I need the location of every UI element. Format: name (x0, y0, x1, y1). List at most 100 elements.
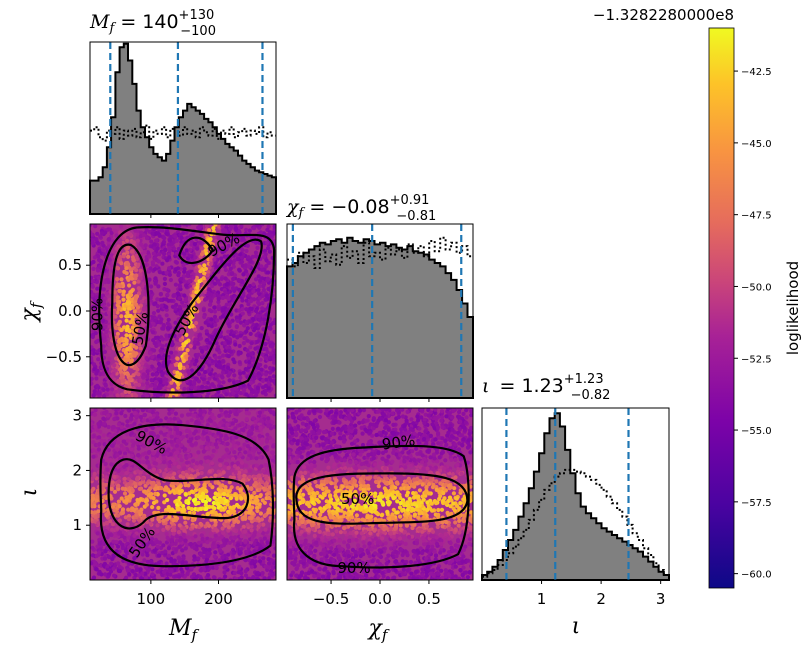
scatter-point (270, 458, 275, 463)
scatter-point (164, 439, 169, 444)
scatter-point (130, 506, 135, 511)
scatter-point (132, 533, 137, 539)
scatter-point (174, 302, 179, 307)
scatter-point (112, 508, 117, 513)
scatter-point (152, 510, 157, 515)
scatter-point (126, 306, 131, 311)
scatter-point (132, 280, 137, 285)
scatter-point (204, 489, 209, 494)
scatter-point (155, 569, 160, 574)
scatter-point (191, 458, 196, 463)
scatter-point (138, 567, 143, 572)
scatter-point (219, 507, 224, 512)
scatter-point (163, 247, 168, 252)
scatter-point (171, 293, 176, 298)
scatter-point (184, 499, 189, 504)
scatter-point (224, 410, 229, 415)
scatter-point (128, 354, 133, 359)
scatter-point (262, 536, 267, 541)
scatter-point (143, 299, 148, 304)
scatter-point (255, 508, 260, 513)
scatter-point (212, 257, 217, 262)
scatter-point (233, 226, 238, 231)
scatter-point (206, 391, 211, 396)
scatter-point (90, 241, 95, 246)
scatter-point (138, 366, 143, 371)
scatter-point (151, 496, 156, 501)
scatter-point (199, 522, 204, 527)
scatter-point (164, 336, 169, 341)
scatter-point (190, 518, 195, 523)
scatter-point (173, 350, 178, 355)
scatter-point (150, 505, 155, 510)
scatter-point (150, 231, 155, 236)
scatter-point (220, 224, 225, 229)
scatter-point (151, 251, 156, 256)
scatter-point (222, 465, 227, 470)
scatter-point (155, 529, 160, 534)
scatter-point (185, 316, 190, 321)
scatter-point (106, 360, 111, 365)
scatter-point (102, 306, 107, 311)
scatter-point (204, 338, 210, 343)
scatter-point (273, 393, 276, 398)
scatter-point (166, 298, 171, 303)
scatter-point (173, 267, 178, 272)
scatter-point (112, 228, 117, 233)
scatter-point (211, 541, 216, 546)
scatter-point (150, 372, 155, 377)
scatter-point (193, 386, 198, 391)
scatter-point (217, 355, 222, 360)
scatter-point (253, 480, 258, 486)
scatter-point (240, 311, 245, 316)
scatter-point (179, 235, 184, 240)
scatter-point (130, 569, 135, 574)
scatter-point (119, 314, 124, 319)
scatter-point (184, 283, 189, 288)
scatter-point (224, 224, 229, 227)
scatter-point (232, 450, 237, 455)
scatter-point (140, 382, 145, 387)
scatter-point (112, 474, 117, 479)
scatter-point (226, 329, 231, 334)
scatter-point (196, 450, 201, 455)
scatter-point (263, 462, 268, 467)
scatter-point (207, 431, 212, 436)
scatter-point (200, 419, 205, 424)
scatter-point (124, 339, 129, 344)
scatter-point (144, 455, 149, 460)
scatter-point (90, 316, 94, 321)
scatter-point (238, 487, 243, 493)
scatter-point (116, 561, 121, 566)
scatter-point (124, 432, 130, 437)
scatter-point (175, 385, 181, 390)
scatter-point (225, 502, 230, 507)
scatter-point (235, 335, 240, 340)
scatter-point (109, 532, 114, 538)
scatter-point (131, 540, 136, 545)
scatter-point (219, 256, 224, 261)
scatter-point (101, 433, 106, 438)
scatter-point (271, 360, 276, 365)
scatter-point (133, 502, 138, 507)
scatter-point (91, 440, 96, 445)
scatter-point (252, 435, 257, 440)
scatter-point (125, 260, 130, 266)
scatter-point (102, 556, 108, 561)
scatter-point (123, 389, 128, 395)
scatter-point (97, 550, 102, 555)
scatter-point (267, 495, 272, 501)
scatter-point (273, 526, 276, 531)
scatter-point (228, 408, 233, 411)
scatter-point (237, 576, 242, 580)
scatter-point (178, 501, 183, 506)
scatter-point (126, 517, 131, 522)
scatter-point (260, 267, 265, 272)
scatter-point (126, 514, 132, 519)
scatter-point (196, 225, 201, 230)
scatter-point (200, 536, 205, 542)
scatter-point (245, 444, 250, 449)
scatter-point (157, 233, 162, 238)
scatter-point (223, 426, 228, 431)
scatter-point (273, 571, 276, 576)
